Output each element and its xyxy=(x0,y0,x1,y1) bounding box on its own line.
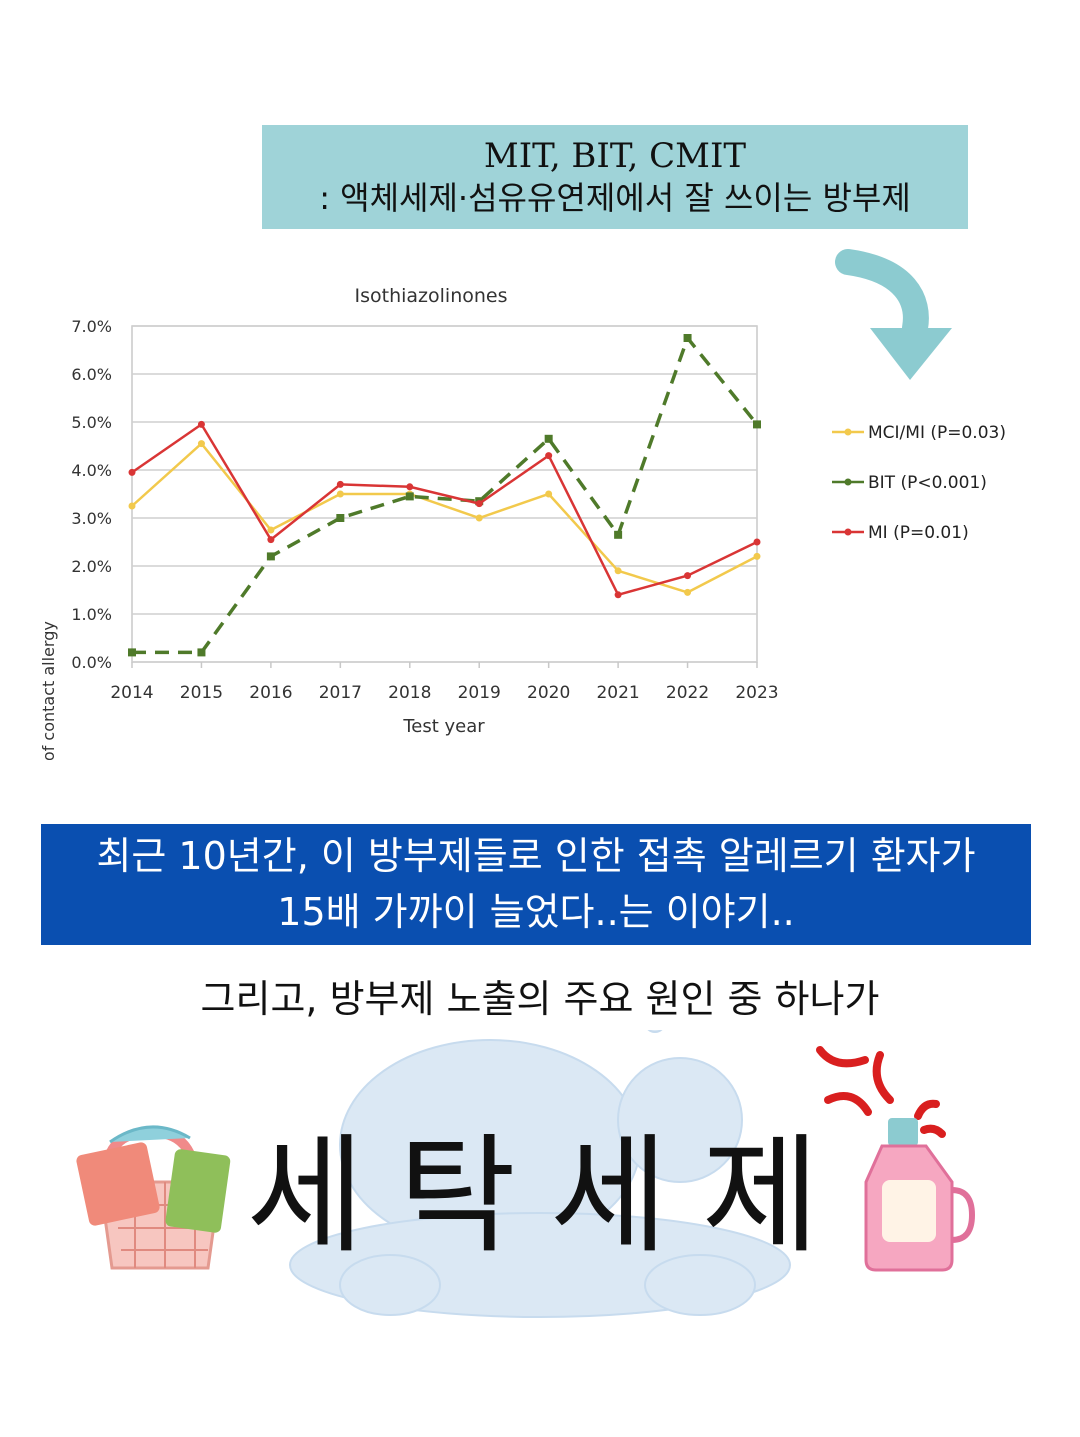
legend-marker xyxy=(844,528,852,536)
y-tick-label: 0.0% xyxy=(71,653,112,672)
top-banner-line2: : 액체세제·섬유유연제에서 잘 쓰이는 방부제 xyxy=(319,179,911,218)
data-point xyxy=(753,552,761,560)
data-point xyxy=(614,530,623,539)
data-point xyxy=(753,538,761,546)
line-chart: Isothiazolinones Frequency of contact al… xyxy=(39,249,1006,760)
legend-marker xyxy=(844,428,852,436)
data-point xyxy=(405,492,414,501)
headline: 세탁세제 xyxy=(246,1122,854,1271)
data-point xyxy=(197,420,205,428)
data-point xyxy=(267,526,275,534)
data-point xyxy=(614,567,622,575)
data-point xyxy=(544,434,553,443)
plot-area: 0.0% 1.0% 2.0% 3.0% 4.0% 5.0% 6.0% 7.0% 2014 2015… xyxy=(71,317,778,703)
y-tick-label: 2.0% xyxy=(71,557,112,576)
x-axis-label: Test year xyxy=(402,716,485,737)
data-point xyxy=(128,502,136,510)
x-tick-label: 2014 xyxy=(110,683,153,703)
data-point xyxy=(475,500,483,508)
series-line xyxy=(131,422,758,597)
y-axis-label: Frequency of contact allergy xyxy=(39,621,58,760)
series-line xyxy=(132,334,759,655)
data-point xyxy=(545,490,553,498)
legend-marker xyxy=(844,478,852,486)
y-tick-label: 6.0% xyxy=(71,365,112,384)
data-point xyxy=(336,490,344,498)
down-arrow-icon xyxy=(835,249,952,380)
x-tick-label: 2015 xyxy=(180,683,223,703)
data-point xyxy=(406,483,414,491)
y-tick-label: 3.0% xyxy=(71,509,112,528)
x-tick-label: 2020 xyxy=(527,683,570,703)
data-point xyxy=(614,591,622,599)
detergent-bottle-icon xyxy=(864,1118,976,1272)
y-tick-label: 4.0% xyxy=(71,461,112,480)
chart-title: Isothiazolinones xyxy=(355,285,508,307)
y-tick-label: 7.0% xyxy=(71,317,112,336)
legend-label: MI (P=0.01) xyxy=(868,523,969,543)
laundry-basket-icon xyxy=(76,1125,231,1270)
x-tick-label: 2019 xyxy=(458,683,501,703)
top-banner-line1: MIT, BIT, CMIT xyxy=(483,136,747,177)
anger-mark-icon xyxy=(816,1046,946,1138)
data-point xyxy=(684,572,692,580)
data-point xyxy=(267,536,275,544)
sub-text: 그리고, 방부제 노출의 주요 원인 중 하나가 xyxy=(200,977,880,1021)
data-point xyxy=(684,588,692,596)
x-tick-label: 2023 xyxy=(735,683,778,703)
x-tick-label: 2022 xyxy=(666,683,709,703)
x-tick-label: 2016 xyxy=(249,683,292,703)
data-point xyxy=(753,420,761,429)
x-tick-label: 2018 xyxy=(388,683,431,703)
bubbles-icon xyxy=(289,1030,791,1318)
data-point xyxy=(475,514,483,522)
legend-label: MCI/MI (P=0.03) xyxy=(868,423,1006,443)
data-point xyxy=(545,452,553,460)
data-point xyxy=(197,648,206,657)
blue-banner: 최근 10년간, 이 방부제들로 인한 접촉 알레르기 환자가 15배 가까이 … xyxy=(41,824,1031,945)
blue-banner-line1: 최근 10년간, 이 방부제들로 인한 접촉 알레르기 환자가 xyxy=(96,834,976,879)
top-banner: MIT, BIT, CMIT : 액체세제·섬유유연제에서 잘 쓰이는 방부제 xyxy=(262,125,968,229)
x-tick-label: 2017 xyxy=(319,683,362,703)
y-tick-label: 5.0% xyxy=(71,413,112,432)
data-point xyxy=(197,440,205,448)
data-point xyxy=(336,480,344,488)
y-tick-label: 1.0% xyxy=(71,605,112,624)
chart-legend: MCI/MI (P=0.03) BIT (P<0.001) MI (P=0.01) xyxy=(832,423,1006,543)
data-point xyxy=(266,552,275,561)
blue-banner-line2: 15배 가까이 늘었다..는 이야기.. xyxy=(277,889,795,934)
data-point xyxy=(128,468,136,476)
series-line xyxy=(131,441,758,594)
data-point xyxy=(683,334,692,342)
data-point xyxy=(128,648,136,657)
legend-label: BIT (P<0.001) xyxy=(868,473,987,493)
data-point xyxy=(336,514,345,522)
decoration xyxy=(76,1030,976,1318)
x-tick-label: 2021 xyxy=(596,683,639,703)
